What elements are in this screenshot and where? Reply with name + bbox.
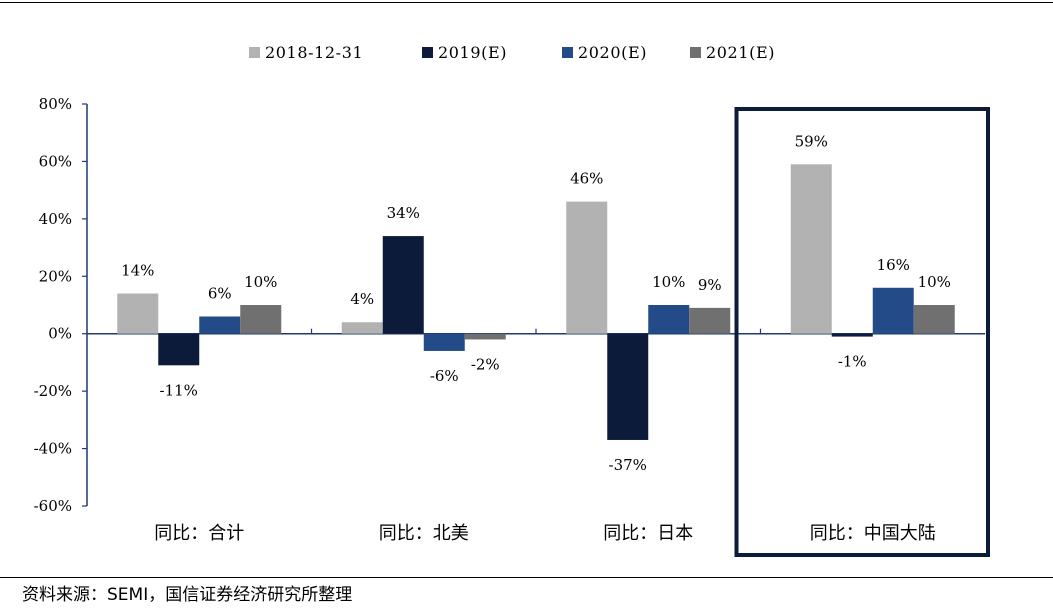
bar xyxy=(790,164,832,334)
data-label: -1% xyxy=(838,353,867,371)
data-label: 14% xyxy=(121,262,154,280)
data-label: -6% xyxy=(430,367,459,385)
bar xyxy=(199,316,241,334)
bar xyxy=(423,333,465,351)
category-label: 同比：合计 xyxy=(154,523,244,544)
data-label: 9% xyxy=(698,276,722,294)
source-note: 资料来源：SEMI，国信证券经济研究所整理 xyxy=(22,585,353,605)
data-label: 46% xyxy=(570,170,603,188)
bar xyxy=(913,305,955,334)
legend-swatch xyxy=(249,47,260,58)
legend-label: 2020(E) xyxy=(578,43,647,62)
data-labels: 14% -11% 6% 10% 4% 34% -6% -2% 46% -37% 10% 9% 59% -1… xyxy=(121,132,951,474)
bars xyxy=(117,164,955,440)
y-tick-label: 20% xyxy=(39,267,72,285)
legend-label: 2019(E) xyxy=(438,43,507,62)
y-tick-label: -40% xyxy=(34,440,72,458)
bar xyxy=(240,305,282,334)
bar xyxy=(689,307,731,334)
legend-label: 2021(E) xyxy=(706,43,775,62)
legend-swatch xyxy=(562,47,573,58)
bar xyxy=(831,333,873,337)
legend-swatch xyxy=(690,47,701,58)
y-tick-label: 60% xyxy=(39,152,72,170)
data-label: 6% xyxy=(208,284,232,302)
data-label: -37% xyxy=(609,456,647,474)
y-tick-label: -20% xyxy=(34,382,72,400)
data-label: -2% xyxy=(471,355,500,373)
legend: 2018-12-31 2019(E) 2020(E) 2021(E) xyxy=(249,43,775,62)
data-label: 10% xyxy=(652,273,685,291)
bar xyxy=(566,201,608,334)
bar xyxy=(341,322,383,334)
category-label: 同比：北美 xyxy=(379,523,469,544)
bar xyxy=(117,293,159,334)
legend-swatch xyxy=(422,47,433,58)
top-rule xyxy=(0,2,1053,3)
highlight-frame xyxy=(734,107,990,557)
bar xyxy=(607,333,649,440)
bar xyxy=(872,287,914,334)
data-label: 10% xyxy=(244,273,277,291)
y-tick-label: 0% xyxy=(48,325,72,343)
y-tick-label: -60% xyxy=(34,497,72,515)
y-tick-label: 80% xyxy=(39,95,72,113)
data-label: 10% xyxy=(918,273,951,291)
bar xyxy=(464,333,506,340)
highlight-box xyxy=(734,107,990,557)
data-label: 4% xyxy=(350,290,374,308)
data-label: -11% xyxy=(160,381,198,399)
data-label: 34% xyxy=(387,204,420,222)
category-label: 同比：日本 xyxy=(603,523,693,544)
y-tick-label: 40% xyxy=(39,210,72,228)
bar xyxy=(382,236,424,334)
legend-label: 2018-12-31 xyxy=(265,43,363,62)
category-label: 同比：中国大陆 xyxy=(810,523,936,544)
y-axis: 80% 60% 40% 20% 0% -20% -40% -60% xyxy=(34,95,88,515)
data-label: 16% xyxy=(877,256,910,274)
bar-chart: 2018-12-31 2019(E) 2020(E) 2021(E) 80% 60% 40… xyxy=(34,43,990,557)
bar xyxy=(158,333,200,366)
bar xyxy=(648,305,690,334)
data-label: 59% xyxy=(795,132,828,150)
bottom-rule xyxy=(0,577,1053,578)
